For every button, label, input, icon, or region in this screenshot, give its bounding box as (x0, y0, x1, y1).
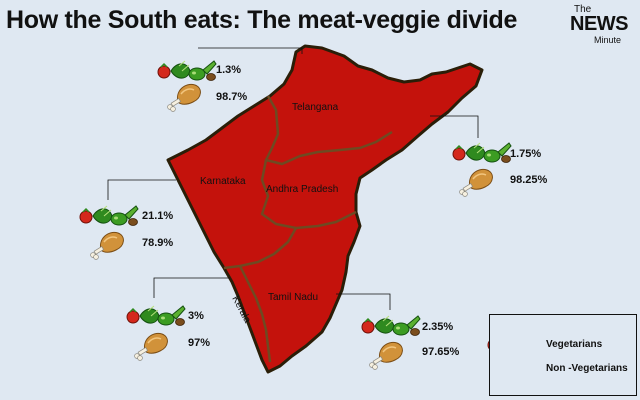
leader-line-karnataka (107, 179, 176, 200)
chicken-leg-icon (368, 341, 404, 371)
chicken-leg-icon (458, 168, 494, 198)
legend-non-vegetarian-label: Non -Vegetarians (546, 363, 628, 374)
chicken-leg-icon (133, 332, 169, 362)
legend-vegetarian-label: Vegetarians (546, 339, 603, 350)
logo-line-2: NEWS (570, 13, 629, 35)
karnataka-border (260, 159, 357, 230)
legend: Vegetarians Non -Vegetarians (489, 314, 637, 396)
chicken-leg-icon (89, 231, 125, 261)
leader-line-tamil-nadu (336, 293, 391, 310)
logo-line-3: Minute (594, 35, 622, 45)
andhra-pradesh-vegetarian-pct: 1.75% (510, 148, 542, 160)
telangana-border (264, 95, 393, 166)
leader-line-telangana (198, 47, 303, 54)
south-india-landmass (166, 44, 484, 374)
leader-line-kerala (153, 277, 230, 298)
karnataka-south-border (223, 227, 298, 270)
kerala-vegetarian-pct: 3% (188, 310, 204, 322)
state-label-telangana: Telangana (292, 102, 339, 113)
vegetables-icon (126, 305, 186, 327)
tamil-nadu-vegetarian-pct: 2.35% (422, 321, 454, 333)
telangana-non-vegetarian-pct: 98.7% (216, 91, 248, 103)
vegetables-icon (452, 142, 512, 164)
logo-line-1: The (574, 4, 592, 15)
andhra-pradesh-non-vegetarian-pct: 98.25% (510, 174, 548, 186)
kerala-border (238, 265, 272, 363)
chicken-leg-icon (166, 83, 202, 113)
kerala-non-vegetarian-pct: 97% (188, 337, 211, 349)
the-news-minute-logo: The NEWS Minute (568, 4, 634, 45)
vegetables-icon (157, 60, 217, 82)
vegetables-icon (361, 315, 421, 337)
state-label-andhra-pradesh: Andhra Pradesh (266, 184, 338, 195)
state-label-karnataka: Karnataka (200, 176, 246, 187)
tamil-nadu-non-vegetarian-pct: 97.65% (422, 346, 460, 358)
karnataka-vegetarian-pct: 21.1% (142, 210, 174, 222)
infographic-title: How the South eats: The meat-veggie divi… (6, 6, 518, 34)
telangana-vegetarian-pct: 1.3% (216, 64, 242, 76)
vegetables-icon (79, 205, 139, 227)
leader-line-andhra-pradesh (430, 115, 479, 138)
karnataka-non-vegetarian-pct: 78.9% (142, 237, 174, 249)
state-label-tamil-nadu: Tamil Nadu (268, 292, 318, 303)
